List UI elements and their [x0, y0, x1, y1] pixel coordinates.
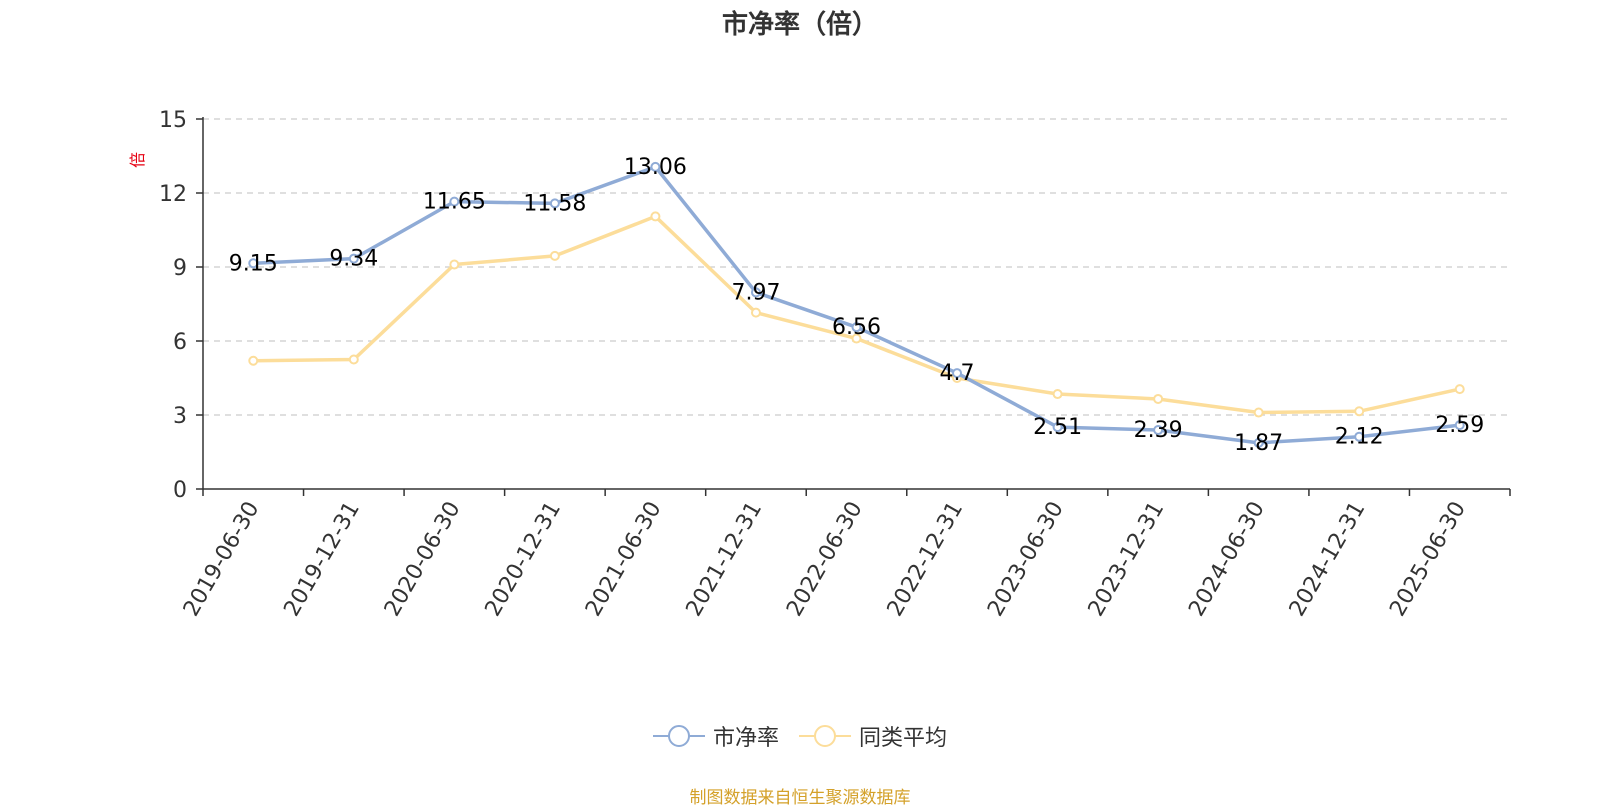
x-tick-label: 2024-12-31 [1285, 498, 1371, 621]
legend-item-series-1[interactable]: 市净率 [652, 720, 779, 752]
x-tick-label: 2020-06-30 [380, 498, 466, 621]
grid-lines [203, 118, 1510, 416]
data-point-series-1 [851, 322, 862, 333]
data-point-series-2 [851, 333, 862, 344]
y-axis-unit-label: 倍 [128, 152, 147, 168]
data-label: 7.97 [731, 280, 780, 305]
series-lines [248, 161, 1465, 448]
data-point-series-1 [348, 253, 359, 264]
data-point-series-1 [750, 287, 761, 298]
data-point-series-2 [248, 355, 259, 366]
data-point-series-1 [650, 161, 661, 172]
x-tick-label: 2022-12-31 [883, 498, 969, 621]
x-tick-label: 2020-12-31 [481, 498, 567, 621]
legend-label-series-2: 同类平均 [859, 726, 948, 751]
x-tick-label: 2023-12-31 [1084, 498, 1170, 621]
y-tick-label: 0 [173, 478, 187, 503]
x-tick-label: 2022-06-30 [782, 498, 868, 621]
data-point-series-2 [1454, 384, 1465, 395]
data-point-series-2 [650, 211, 661, 222]
x-tick-label: 2019-06-30 [179, 498, 265, 621]
data-point-series-2 [549, 250, 560, 261]
data-point-series-2 [348, 354, 359, 365]
source-note: 制图数据来自恒生聚源数据库 [689, 788, 911, 808]
y-tick-label: 3 [173, 404, 187, 429]
y-tick-label: 15 [159, 108, 187, 133]
data-point-series-1 [1253, 437, 1264, 448]
data-point-series-1 [1454, 420, 1465, 431]
data-label: 11.65 [423, 190, 486, 215]
data-label: 4.7 [940, 361, 975, 386]
data-label: 2.39 [1134, 418, 1183, 443]
data-point-series-1 [1052, 422, 1063, 433]
data-point-series-2 [1153, 393, 1164, 404]
data-point-series-1 [1153, 425, 1164, 436]
x-tick-label: 2021-12-31 [682, 498, 768, 621]
x-tick-label: 2025-06-30 [1385, 498, 1471, 621]
chart-title: 市净率（倍） [721, 10, 878, 40]
data-point-series-1 [248, 258, 259, 269]
data-point-series-2 [1354, 406, 1365, 417]
data-label: 6.56 [832, 315, 881, 340]
data-point-series-1 [1354, 431, 1365, 442]
data-point-series-2 [750, 307, 761, 318]
y-tick-label: 9 [173, 256, 187, 281]
y-tick-label: 6 [173, 330, 187, 355]
data-point-series-2 [449, 259, 460, 270]
data-label: 13.06 [624, 155, 687, 180]
x-tick-label: 2024-06-30 [1184, 498, 1270, 621]
legend-marker-series-1-icon [652, 725, 705, 747]
data-labels: 9.15 9.34 11.65 11.58 13.06 7.97 6.56 4.7 2.51 2.… [229, 155, 1484, 456]
data-point-series-1 [449, 196, 460, 207]
legend-item-series-2[interactable]: 同类平均 [799, 720, 947, 752]
data-label: 9.34 [329, 247, 378, 272]
data-label: 1.87 [1234, 431, 1283, 456]
data-label: 11.58 [523, 191, 586, 216]
y-tick-label: 12 [159, 182, 187, 207]
x-tick-label: 2023-06-30 [983, 498, 1069, 621]
data-label: 2.59 [1435, 413, 1484, 438]
x-tick-label: 2021-06-30 [581, 498, 667, 621]
data-label: 2.51 [1033, 415, 1082, 440]
legend-label-series-1: 市净率 [712, 726, 779, 751]
data-point-series-2 [1052, 389, 1063, 400]
data-point-series-1 [952, 368, 963, 379]
x-tick-label: 2019-12-31 [279, 498, 365, 621]
data-point-series-1 [549, 198, 560, 209]
legend-marker-series-2-icon [799, 725, 851, 747]
legend: 市净率 同类平均 [0, 720, 1600, 752]
data-label: 9.15 [229, 251, 278, 276]
data-label: 2.12 [1335, 425, 1384, 450]
data-point-series-2 [1253, 407, 1264, 418]
